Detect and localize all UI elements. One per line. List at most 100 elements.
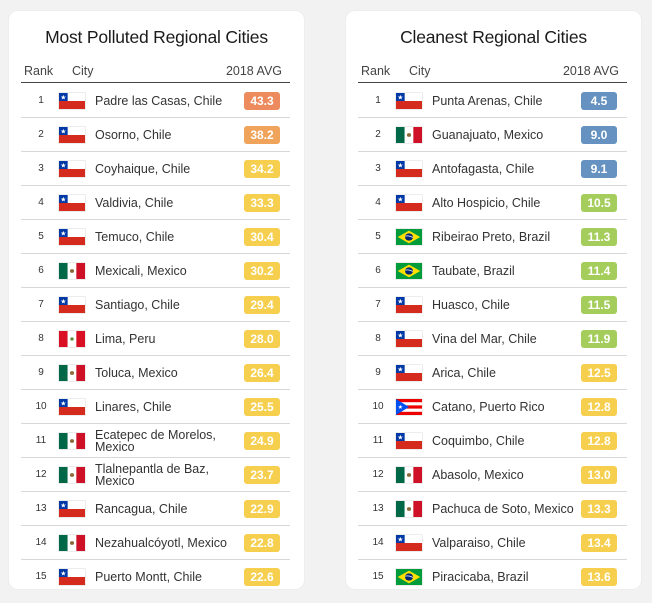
avg-value-badge: 13.6 [581,568,617,586]
city-cell: Valdivia, Chile [95,195,174,210]
avg-value-badge: 11.3 [581,228,617,246]
avg-value-badge: 23.7 [244,466,280,484]
rank-cell: 5 [38,231,44,242]
avg-column-header: 2018 AVG [225,64,282,78]
most-polluted-card: Most Polluted Regional Cities Rank City … [9,11,304,589]
chile-flag-icon [59,229,85,245]
mexico-flag-icon [59,535,85,551]
table-row: 15 Piracicaba, Brazil 13.6 [358,560,627,593]
table-row: 11 Ecatepec de Morelos, Mexico 24.9 [21,424,290,458]
rank-cell: 12 [372,469,384,480]
table-row: 12 Tlalnepantla de Baz, Mexico 23.7 [21,458,290,492]
avg-value-badge: 10.5 [581,194,617,212]
avg-value-badge: 13.3 [581,500,617,518]
city-cell: Osorno, Chile [95,127,172,142]
card-title: Most Polluted Regional Cities [45,27,268,47]
cleanest-rows: 1 Punta Arenas, Chile 4.5 2 Guanajuato, Mexi… [358,84,627,593]
table-row: 11 Coquimbo, Chile 12.8 [358,424,627,458]
table-row: 6 Mexicali, Mexico 30.2 [21,254,290,288]
table-row: 2 Guanajuato, Mexico 9.0 [358,118,627,152]
rank-column-header: Rank [24,64,54,78]
avg-value-badge: 24.9 [244,432,280,450]
city-cell: Arica, Chile [432,365,496,380]
brazil-flag-icon [396,569,422,585]
avg-value-badge: 33.3 [244,194,280,212]
rank-cell: 14 [372,537,384,548]
avg-value-badge: 12.5 [581,364,617,382]
table-row: 10 Linares, Chile 25.5 [21,390,290,424]
rank-cell: 7 [38,299,44,310]
rank-cell: 15 [35,571,47,582]
avg-value-badge: 9.0 [581,126,617,144]
rank-cell: 3 [375,163,381,174]
table-row: 8 Vina del Mar, Chile 11.9 [358,322,627,356]
card-title: Cleanest Regional Cities [400,27,587,47]
mexico-flag-icon [59,365,85,381]
city-cell: Piracicaba, Brazil [432,569,529,584]
rank-cell: 4 [375,197,381,208]
avg-value-badge: 11.5 [581,296,617,314]
table-row: 1 Punta Arenas, Chile 4.5 [358,84,627,118]
rank-cell: 11 [372,435,384,446]
table-row: 2 Osorno, Chile 38.2 [21,118,290,152]
chile-flag-icon [396,331,422,347]
table-row: 5 Ribeirao Preto, Brazil 11.3 [358,220,627,254]
city-cell: Temuco, Chile [95,229,175,244]
table-header: Rank City 2018 AVG [21,64,290,83]
city-cell: Pachuca de Soto, Mexico [432,501,574,516]
chile-flag-icon [59,93,85,109]
chile-flag-icon [396,161,422,177]
rank-cell: 3 [38,163,44,174]
avg-value-badge: 26.4 [244,364,280,382]
avg-value-badge: 22.8 [244,534,280,552]
city-cell: Santiago, Chile [95,297,180,312]
city-cell: Catano, Puerto Rico [432,399,545,414]
cleanest-card: Cleanest Regional Cities Rank City 2018 … [346,11,641,589]
chile-flag-icon [396,535,422,551]
avg-value-badge: 29.4 [244,296,280,314]
rank-cell: 10 [372,401,384,412]
avg-value-badge: 25.5 [244,398,280,416]
table-header: Rank City 2018 AVG [358,64,627,83]
rank-cell: 6 [38,265,44,276]
chile-flag-icon [59,127,85,143]
table-row: 7 Santiago, Chile 29.4 [21,288,290,322]
city-cell: Nezahualcóyotl, Mexico [95,535,228,550]
avg-value-badge: 12.8 [581,398,617,416]
rank-cell: 2 [375,129,381,140]
city-cell: Vina del Mar, Chile [432,331,537,346]
rank-cell: 8 [375,333,381,344]
avg-value-badge: 22.9 [244,500,280,518]
city-cell: Coyhaique, Chile [95,161,191,176]
chile-flag-icon [59,297,85,313]
mexico-flag-icon [396,467,422,483]
table-row: 14 Valparaiso, Chile 13.4 [358,526,627,560]
chile-flag-icon [59,569,85,585]
city-cell: Antofagasta, Chile [432,161,535,176]
table-row: 12 Abasolo, Mexico 13.0 [358,458,627,492]
city-cell: Mexicali, Mexico [95,263,187,278]
rank-cell: 10 [35,401,47,412]
table-row: 4 Valdivia, Chile 33.3 [21,186,290,220]
mexico-flag-icon [59,263,85,279]
peru-flag-icon [59,331,85,347]
chile-flag-icon [59,161,85,177]
rank-cell: 1 [38,95,44,106]
rank-cell: 6 [375,265,381,276]
chile-flag-icon [396,433,422,449]
avg-value-badge: 9.1 [581,160,617,178]
avg-value-badge: 34.2 [244,160,280,178]
chile-flag-icon [59,195,85,211]
mexico-flag-icon [396,501,422,517]
table-row: 6 Taubate, Brazil 11.4 [358,254,627,288]
chile-flag-icon [59,399,85,415]
table-row: 3 Coyhaique, Chile 34.2 [21,152,290,186]
table-row: 8 Lima, Peru 28.0 [21,322,290,356]
city-cell: Guanajuato, Mexico [432,127,544,142]
city-column-header: City [409,64,431,78]
rank-cell: 1 [375,95,381,106]
rank-cell: 9 [38,367,44,378]
table-row: 14 Nezahualcóyotl, Mexico 22.8 [21,526,290,560]
city-cell: Valparaiso, Chile [432,535,526,550]
avg-value-badge: 22.6 [244,568,280,586]
